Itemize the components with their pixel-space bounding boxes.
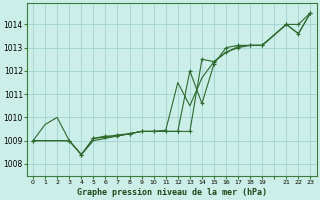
X-axis label: Graphe pression niveau de la mer (hPa): Graphe pression niveau de la mer (hPa) xyxy=(77,188,267,197)
